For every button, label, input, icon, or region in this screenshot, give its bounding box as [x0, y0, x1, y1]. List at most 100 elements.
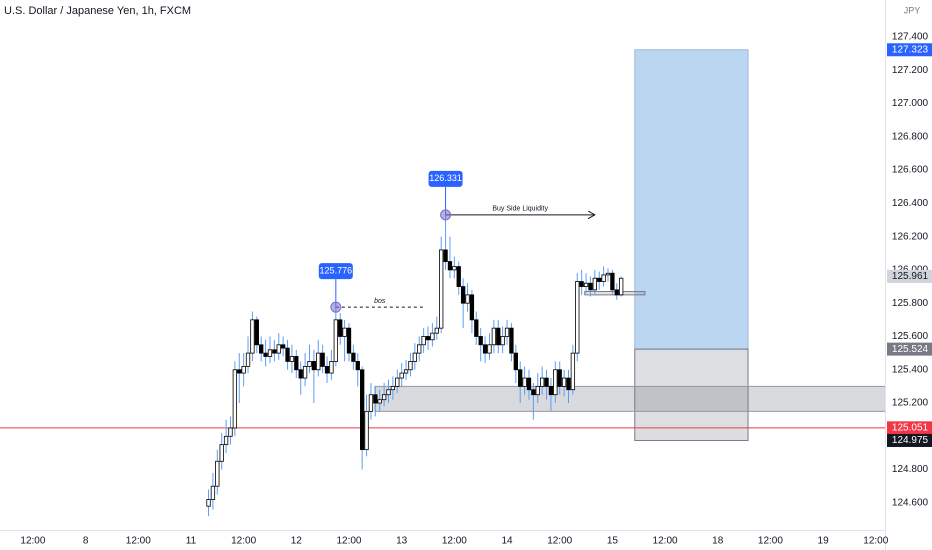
x-tick-label: 12	[291, 536, 303, 547]
candle-body	[487, 344, 492, 354]
y-tick-label: 126.800	[892, 131, 929, 142]
candle-body	[289, 356, 295, 362]
price-label-box	[887, 43, 932, 57]
candle-body	[237, 369, 242, 374]
candle-body	[469, 294, 475, 321]
price-label-box	[887, 421, 932, 435]
candle-body	[439, 249, 444, 329]
price-label: 125.524	[892, 344, 929, 355]
x-tick-label: 12:00	[231, 536, 256, 547]
candle-body	[307, 361, 312, 367]
candle-body	[364, 410, 369, 451]
candle-body	[408, 361, 413, 371]
y-tick-label: 125.200	[892, 398, 929, 409]
candle-body	[324, 366, 330, 374]
candle-body	[403, 369, 409, 374]
price-label-box	[887, 342, 932, 356]
callout-label: 126.331	[429, 173, 462, 183]
candle-body	[531, 389, 536, 396]
candle-body	[566, 377, 571, 391]
candle-body	[219, 444, 224, 462]
candle-body	[320, 352, 325, 367]
candle-body	[417, 344, 422, 354]
price-label: 125.961	[892, 271, 929, 282]
y-tick-label: 126.200	[892, 231, 929, 242]
x-tick-label: 13	[396, 536, 408, 547]
candle-body	[215, 460, 220, 487]
y-tick-label: 127.400	[892, 32, 929, 43]
candle-body	[605, 272, 611, 276]
candle-body	[294, 356, 299, 371]
price-label-box	[887, 269, 932, 283]
candle-body	[452, 266, 457, 271]
x-tick-label: 12:00	[442, 536, 467, 547]
x-tick-label: 18	[712, 536, 724, 547]
candle-body	[570, 352, 576, 391]
candle-body	[535, 385, 540, 396]
candle-body	[377, 399, 382, 404]
candle-body	[390, 385, 396, 391]
candle-body	[210, 485, 216, 500]
x-tick-label: 15	[607, 536, 619, 547]
candle-body	[381, 394, 387, 401]
x-tick-label: 14	[501, 536, 513, 547]
candle-body	[316, 352, 321, 371]
y-tick-label: 127.200	[892, 65, 929, 76]
candle-body	[223, 435, 229, 446]
y-tick-label: 126.600	[892, 165, 929, 176]
x-tick-label: 12:00	[20, 536, 45, 547]
candle-body	[491, 327, 497, 346]
candle-body	[285, 347, 290, 362]
candle-body	[228, 427, 233, 437]
x-tick-label: 19	[818, 536, 830, 547]
candle-body	[500, 336, 505, 346]
callout-box	[428, 170, 463, 187]
candle-body	[509, 327, 514, 354]
axes: 124.600124.800125.000125.200125.400125.6…	[20, 32, 932, 547]
candle-body	[579, 281, 584, 287]
candle-body	[526, 377, 532, 391]
candle-body	[548, 385, 554, 396]
currency-label: JPY	[904, 5, 921, 15]
candle-body	[434, 327, 439, 334]
candle-body	[298, 369, 303, 379]
price-label-box	[887, 433, 932, 447]
candle-body	[583, 282, 589, 287]
candle-body	[421, 336, 426, 346]
candle-body	[592, 277, 597, 291]
annotation-text: bos	[374, 298, 386, 305]
x-tick-label: 12:00	[863, 536, 888, 547]
x-tick-label: 12:00	[547, 536, 572, 547]
candle-body	[575, 281, 580, 354]
callout-point	[440, 209, 452, 221]
x-tick-label: 12:00	[126, 536, 151, 547]
candle-body	[351, 352, 356, 362]
y-tick-label: 124.800	[892, 464, 929, 475]
y-tick-label: 125.800	[892, 298, 929, 309]
x-tick-label: 12:00	[758, 536, 783, 547]
candle-body	[206, 499, 211, 507]
x-tick-label: 12:00	[336, 536, 361, 547]
candle-body	[241, 366, 246, 374]
candle-body	[539, 377, 545, 387]
x-tick-label: 12:00	[653, 536, 678, 547]
candle-body	[355, 361, 360, 371]
candle-body	[386, 389, 391, 396]
candle-body	[456, 266, 461, 287]
candle-body	[504, 327, 510, 337]
candle-body	[614, 289, 619, 296]
chart-title: U.S. Dollar / Japanese Yen, 1h, FXCM	[4, 5, 191, 17]
candle-body	[430, 332, 435, 341]
candle-body	[513, 352, 518, 371]
plot-area: bos Buy Side Liquidity 125.776 126.331	[0, 49, 885, 517]
candle-body	[425, 336, 431, 341]
candle-body	[447, 261, 453, 271]
annotation-text: Buy Side Liquidity	[492, 206, 548, 213]
candle-body	[302, 366, 308, 379]
candle-body	[544, 377, 549, 387]
candle-body	[267, 349, 273, 357]
x-tick-label: 8	[83, 536, 89, 547]
candle-body	[280, 344, 286, 349]
